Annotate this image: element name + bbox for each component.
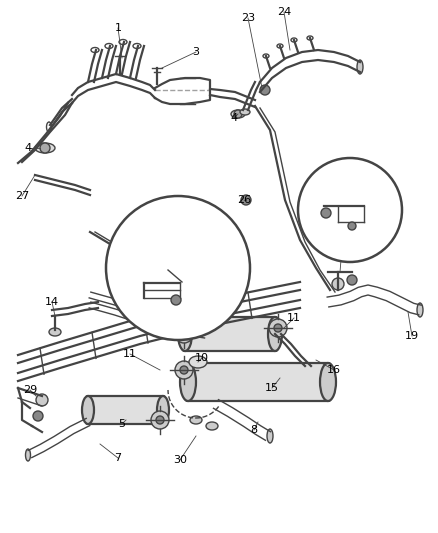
FancyBboxPatch shape xyxy=(86,396,165,424)
Text: 19: 19 xyxy=(404,331,418,341)
Ellipse shape xyxy=(190,416,201,424)
Circle shape xyxy=(106,196,249,340)
Ellipse shape xyxy=(205,422,218,430)
Ellipse shape xyxy=(356,60,362,74)
Text: 26: 26 xyxy=(237,195,251,205)
Circle shape xyxy=(320,208,330,218)
Text: 11: 11 xyxy=(123,349,137,359)
Circle shape xyxy=(233,110,241,118)
Circle shape xyxy=(40,143,50,153)
Circle shape xyxy=(180,330,187,338)
Ellipse shape xyxy=(35,143,55,153)
Text: 16: 16 xyxy=(326,365,340,375)
Text: 4: 4 xyxy=(25,143,32,153)
Text: 20: 20 xyxy=(344,183,358,193)
Ellipse shape xyxy=(267,317,281,351)
Text: 11: 11 xyxy=(286,313,300,323)
Text: 10: 10 xyxy=(194,353,208,363)
Text: 17: 17 xyxy=(133,247,147,257)
Text: 18: 18 xyxy=(166,237,180,247)
Circle shape xyxy=(175,325,193,343)
Circle shape xyxy=(175,361,193,379)
Circle shape xyxy=(171,295,180,305)
Text: 29: 29 xyxy=(23,385,37,395)
Text: 22: 22 xyxy=(334,243,348,253)
Text: 25: 25 xyxy=(187,200,201,210)
Text: 30: 30 xyxy=(173,455,187,465)
Text: 1: 1 xyxy=(114,23,121,33)
Circle shape xyxy=(268,319,286,337)
Circle shape xyxy=(331,278,343,290)
Circle shape xyxy=(36,394,48,406)
Ellipse shape xyxy=(416,303,422,317)
Text: 7: 7 xyxy=(114,453,121,463)
Circle shape xyxy=(155,416,164,424)
Circle shape xyxy=(347,222,355,230)
Text: 8: 8 xyxy=(250,425,257,435)
Ellipse shape xyxy=(49,328,61,336)
Ellipse shape xyxy=(240,109,249,115)
Text: 14: 14 xyxy=(45,297,59,307)
Text: 5: 5 xyxy=(118,419,125,429)
Ellipse shape xyxy=(177,317,191,351)
Text: 12: 12 xyxy=(188,293,203,303)
Ellipse shape xyxy=(230,110,244,118)
Ellipse shape xyxy=(189,356,207,368)
Ellipse shape xyxy=(319,363,335,401)
Circle shape xyxy=(193,211,202,221)
Text: 23: 23 xyxy=(240,13,254,23)
Text: 11: 11 xyxy=(159,325,173,335)
Circle shape xyxy=(33,411,43,421)
Text: 4: 4 xyxy=(230,113,237,123)
Ellipse shape xyxy=(82,396,94,424)
Circle shape xyxy=(297,158,401,262)
Ellipse shape xyxy=(180,363,195,401)
Text: 24: 24 xyxy=(276,7,290,17)
Circle shape xyxy=(240,195,251,205)
Ellipse shape xyxy=(157,396,169,424)
Circle shape xyxy=(259,85,269,95)
Ellipse shape xyxy=(266,429,272,443)
Text: 27: 27 xyxy=(15,191,29,201)
Circle shape xyxy=(180,366,187,374)
Text: 3: 3 xyxy=(192,47,199,57)
Ellipse shape xyxy=(25,449,30,461)
FancyBboxPatch shape xyxy=(182,317,277,351)
Circle shape xyxy=(273,324,281,332)
Text: 21: 21 xyxy=(320,197,334,207)
Circle shape xyxy=(151,411,169,429)
Circle shape xyxy=(346,275,356,285)
Text: 15: 15 xyxy=(265,383,279,393)
FancyBboxPatch shape xyxy=(184,363,330,401)
